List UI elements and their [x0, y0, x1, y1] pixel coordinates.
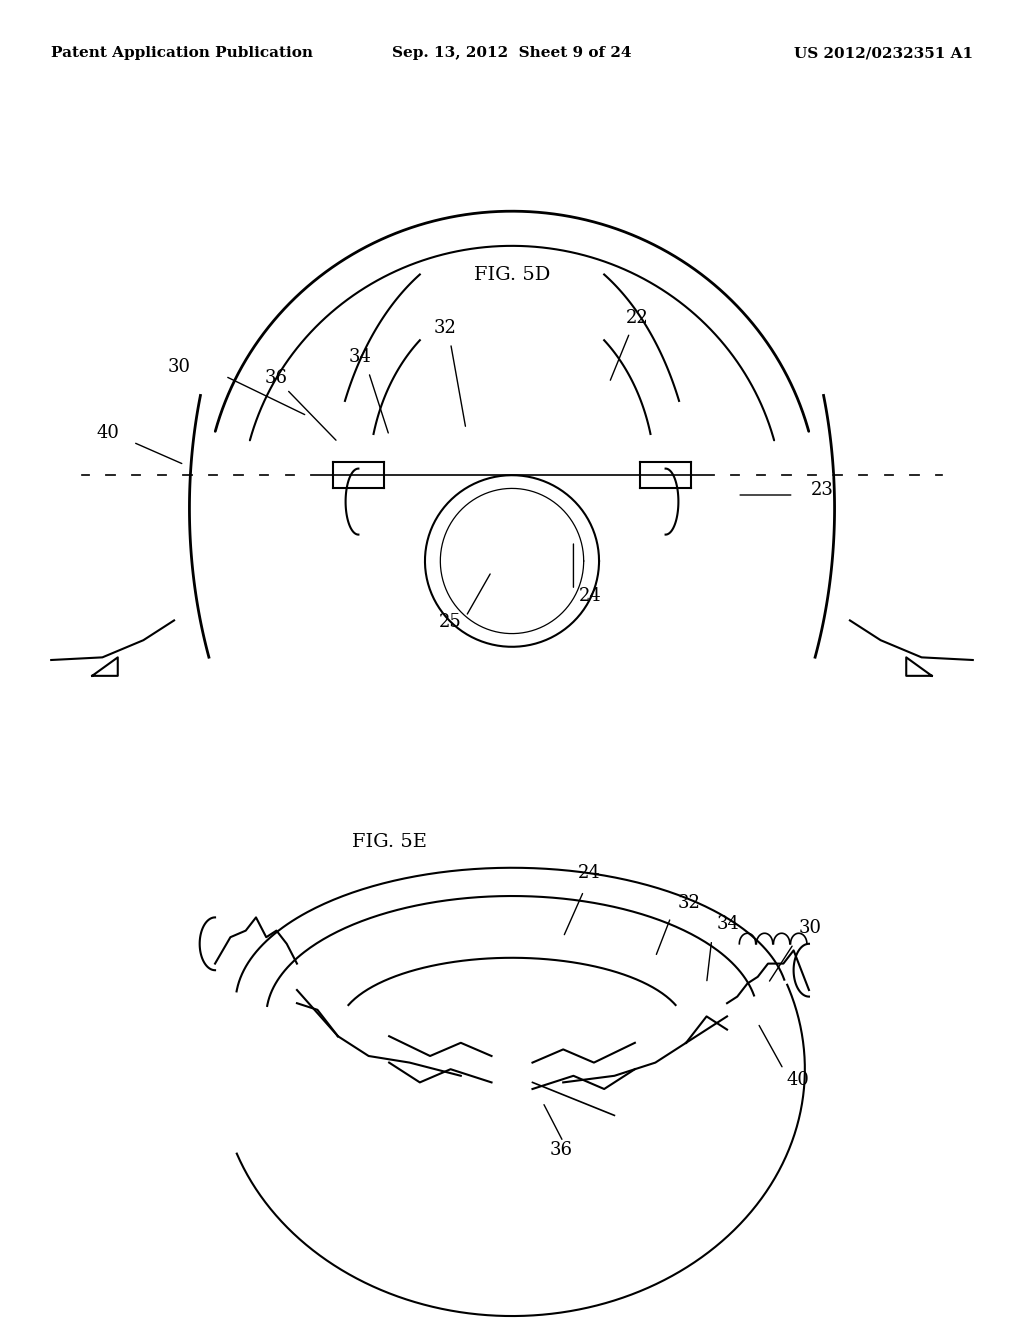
Text: 32: 32: [678, 894, 700, 912]
Text: FIG. 5E: FIG. 5E: [351, 833, 427, 851]
Polygon shape: [92, 657, 118, 676]
Text: 36: 36: [550, 1140, 572, 1159]
Text: 24: 24: [579, 586, 601, 605]
Text: 25: 25: [439, 612, 462, 631]
Text: 34: 34: [349, 347, 372, 366]
Text: FIG. 5D: FIG. 5D: [474, 265, 550, 284]
Text: 40: 40: [786, 1071, 809, 1089]
Text: 40: 40: [96, 424, 119, 442]
Text: US 2012/0232351 A1: US 2012/0232351 A1: [794, 46, 973, 61]
Text: 30: 30: [168, 358, 190, 376]
Text: 23: 23: [811, 480, 834, 499]
Polygon shape: [906, 657, 932, 676]
Text: 24: 24: [578, 863, 600, 882]
Text: Sep. 13, 2012  Sheet 9 of 24: Sep. 13, 2012 Sheet 9 of 24: [392, 46, 632, 61]
Text: 30: 30: [799, 919, 821, 937]
Text: 34: 34: [717, 915, 739, 933]
Text: 32: 32: [434, 318, 457, 337]
Text: 22: 22: [626, 309, 648, 327]
Text: 36: 36: [265, 368, 288, 387]
Text: Patent Application Publication: Patent Application Publication: [51, 46, 313, 61]
